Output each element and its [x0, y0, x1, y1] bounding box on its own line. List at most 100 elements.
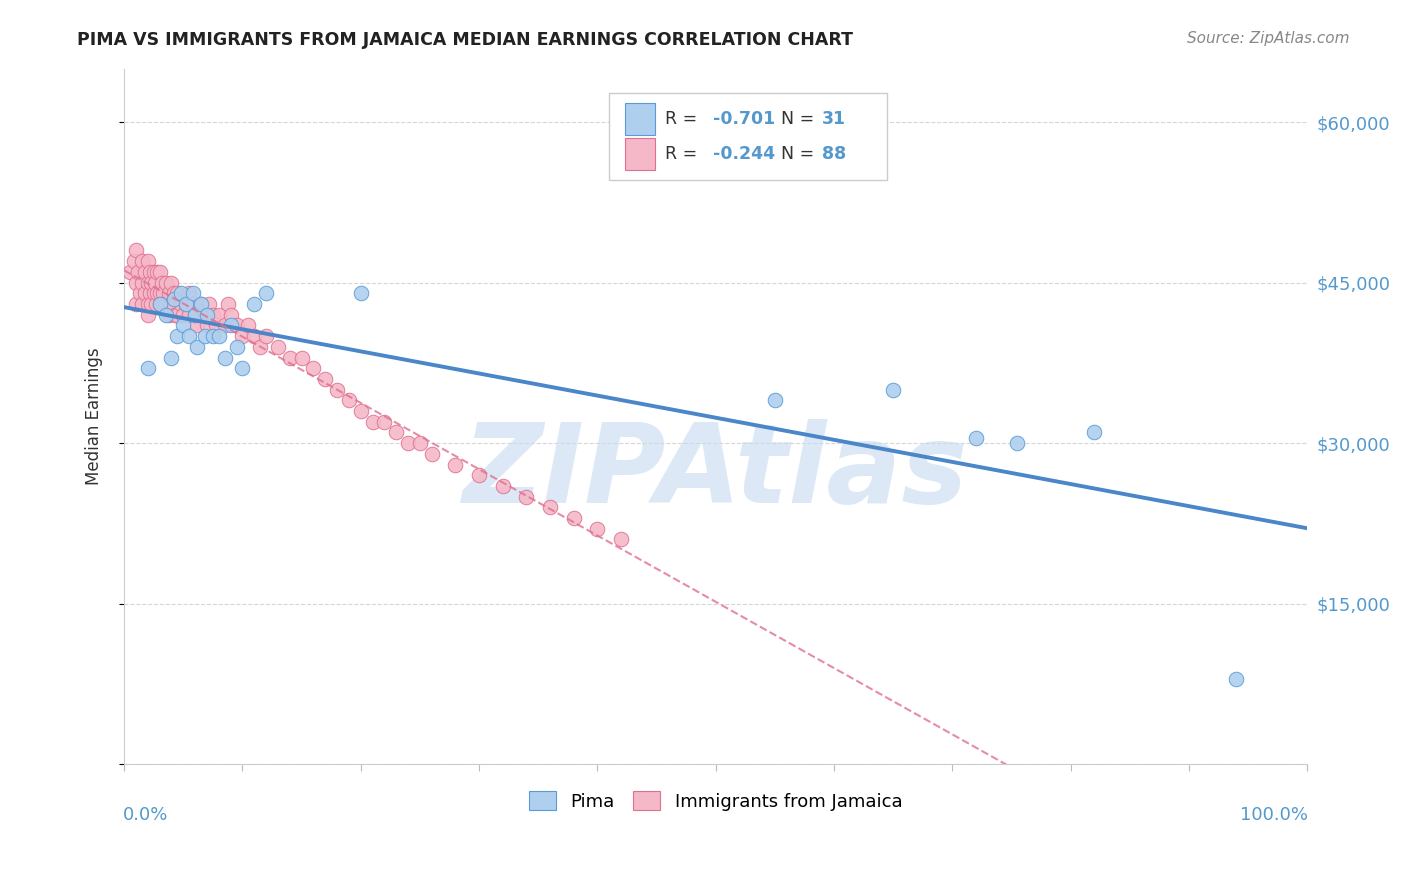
Point [131, 276, 153, 290]
FancyBboxPatch shape [609, 93, 887, 180]
Point [170, 297, 193, 311]
Point [243, 297, 266, 311]
Point [166, 308, 188, 322]
Point [291, 351, 314, 365]
Text: R =: R = [665, 145, 703, 163]
Point [136, 308, 159, 322]
Point [194, 329, 217, 343]
Point [125, 276, 148, 290]
Text: -0.701: -0.701 [713, 110, 776, 128]
Point [184, 308, 207, 322]
Point [314, 372, 336, 386]
Point [174, 297, 197, 311]
Point [205, 318, 228, 333]
Point [181, 286, 204, 301]
Point [208, 308, 231, 322]
Point [219, 318, 242, 333]
Point [149, 265, 172, 279]
Point [157, 308, 180, 322]
Point [254, 286, 277, 301]
Point [142, 265, 165, 279]
Point [131, 297, 153, 311]
Point [214, 351, 236, 365]
Point [361, 415, 384, 429]
Text: PIMA VS IMMIGRANTS FROM JAMAICA MEDIAN EARNINGS CORRELATION CHART: PIMA VS IMMIGRANTS FROM JAMAICA MEDIAN E… [77, 31, 853, 49]
Point [179, 308, 201, 322]
Point [131, 254, 153, 268]
Point [160, 276, 183, 290]
Point [882, 383, 904, 397]
Point [249, 340, 271, 354]
Point [444, 458, 467, 472]
Point [136, 276, 159, 290]
Text: -0.244: -0.244 [713, 145, 776, 163]
Point [141, 297, 163, 311]
Point [163, 286, 186, 301]
Point [146, 265, 169, 279]
Point [136, 297, 159, 311]
Point [1083, 425, 1105, 440]
Point [195, 318, 218, 333]
Point [172, 308, 194, 322]
Point [214, 318, 236, 333]
Y-axis label: Median Earnings: Median Earnings [86, 348, 103, 485]
Point [515, 490, 537, 504]
Point [231, 329, 253, 343]
Point [166, 286, 188, 301]
Point [225, 318, 247, 333]
Point [190, 297, 212, 311]
Point [190, 297, 212, 311]
Point [243, 329, 266, 343]
Point [166, 329, 188, 343]
Point [238, 318, 260, 333]
Point [149, 286, 172, 301]
Point [127, 265, 149, 279]
FancyBboxPatch shape [624, 138, 655, 170]
Point [152, 297, 174, 311]
Point [155, 308, 177, 322]
Point [160, 351, 183, 365]
Text: N =: N = [780, 145, 820, 163]
Point [136, 361, 159, 376]
Text: 31: 31 [823, 110, 846, 128]
Point [538, 500, 561, 515]
Point [134, 265, 156, 279]
Point [141, 276, 163, 290]
Point [219, 308, 242, 322]
Point [396, 436, 419, 450]
Point [420, 447, 443, 461]
Point [267, 340, 290, 354]
Point [1225, 672, 1247, 686]
Point [225, 340, 247, 354]
Point [201, 329, 224, 343]
Point [350, 286, 373, 301]
Point [468, 468, 491, 483]
Point [142, 286, 165, 301]
Point [179, 286, 201, 301]
Point [150, 276, 173, 290]
Point [179, 329, 201, 343]
Point [1007, 436, 1029, 450]
Point [763, 393, 786, 408]
Text: ZIPAtlas: ZIPAtlas [463, 418, 969, 525]
Point [125, 244, 148, 258]
Point [149, 297, 172, 311]
Point [337, 393, 360, 408]
Point [201, 308, 224, 322]
Point [155, 276, 177, 290]
Point [139, 265, 162, 279]
Text: R =: R = [665, 110, 703, 128]
Point [186, 340, 208, 354]
Text: Source: ZipAtlas.com: Source: ZipAtlas.com [1187, 31, 1350, 46]
Text: 100.0%: 100.0% [1240, 806, 1309, 824]
Point [122, 254, 145, 268]
Point [128, 286, 150, 301]
Point [172, 318, 194, 333]
Point [174, 297, 197, 311]
Point [145, 297, 167, 311]
Point [146, 286, 169, 301]
Point [143, 276, 166, 290]
Point [170, 286, 193, 301]
Point [163, 292, 186, 306]
Text: N =: N = [780, 110, 820, 128]
